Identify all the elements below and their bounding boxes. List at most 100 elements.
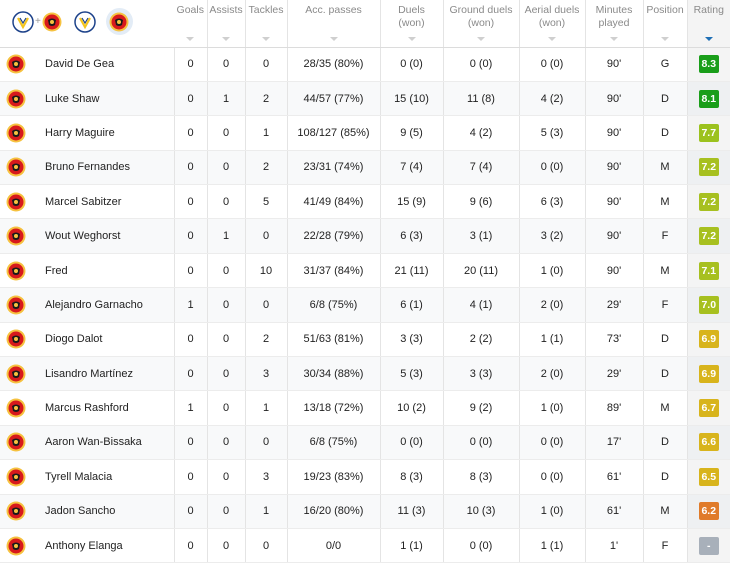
ground-duels-cell: 3 (1) <box>443 218 520 254</box>
minutes-cell: 61' <box>585 494 644 529</box>
man-utd-crest-icon <box>6 157 25 177</box>
rating-badge[interactable]: 6.9 <box>698 364 719 383</box>
player-name[interactable]: David De Gea <box>31 47 175 82</box>
assists-cell: 0 <box>207 528 246 564</box>
goals-cell: 0 <box>174 47 208 82</box>
aerial-duels-cell: 1 (0) <box>519 253 586 289</box>
player-row[interactable]: Diogo Dalot 0 0 2 51/63 (81%) 3 (3) 2 (2… <box>0 322 730 358</box>
column-header-passes[interactable]: Acc. passes <box>287 0 381 48</box>
ground-duels-cell: 7 (4) <box>443 150 520 186</box>
player-row[interactable]: Aaron Wan-Bissaka 0 0 0 6/8 (75%) 0 (0) … <box>0 425 730 461</box>
assists-cell: 0 <box>207 47 246 82</box>
player-row[interactable]: Jadon Sancho 0 0 1 16/20 (80%) 11 (3) 10… <box>0 494 730 529</box>
player-row[interactable]: Tyrell Malacia 0 0 3 19/23 (83%) 8 (3) 8… <box>0 459 730 495</box>
minutes-cell: 61' <box>585 459 644 495</box>
player-name[interactable]: Alejandro Garnacho <box>31 287 175 323</box>
passes-cell: 41/49 (84%) <box>287 184 381 220</box>
rating-cell: 7.7 <box>687 115 730 151</box>
player-name[interactable]: Marcus Rashford <box>31 390 175 426</box>
team-crest-cell <box>0 81 31 117</box>
duels-cell: 6 (3) <box>380 218 444 254</box>
man-utd-crest-icon <box>6 398 25 418</box>
player-name[interactable]: Jadon Sancho <box>31 494 175 529</box>
aerial-duels-cell: 2 (0) <box>519 287 586 323</box>
assists-cell: 0 <box>207 115 246 151</box>
ground-duels-cell: 0 (0) <box>443 425 520 461</box>
ground-duels-cell: 4 (2) <box>443 115 520 151</box>
player-name[interactable]: Anthony Elanga <box>31 528 175 564</box>
player-row[interactable]: Harry Maguire 0 0 1 108/127 (85%) 9 (5) … <box>0 115 730 151</box>
player-name[interactable]: Fred <box>31 253 175 289</box>
player-row[interactable]: Marcus Rashford 1 0 1 13/18 (72%) 10 (2)… <box>0 390 730 426</box>
rating-badge[interactable]: 6.9 <box>698 330 719 349</box>
man-utd-filter[interactable] <box>105 8 133 35</box>
minutes-cell: 90' <box>585 150 644 186</box>
both-teams-filter[interactable]: + <box>12 10 62 33</box>
column-header-tackles[interactable]: Tackles <box>245 0 288 48</box>
position-cell: M <box>643 494 688 529</box>
player-row[interactable]: Wout Weghorst 0 1 0 22/28 (79%) 6 (3) 3 … <box>0 218 730 254</box>
player-name[interactable]: Tyrell Malacia <box>31 459 175 495</box>
player-name[interactable]: Luke Shaw <box>31 81 175 117</box>
player-row[interactable]: Marcel Sabitzer 0 0 5 41/49 (84%) 15 (9)… <box>0 184 730 220</box>
assists-cell: 0 <box>207 287 246 323</box>
player-row[interactable]: Luke Shaw 0 1 2 44/57 (77%) 15 (10) 11 (… <box>0 81 730 117</box>
rating-cell: 8.1 <box>687 81 730 117</box>
column-header-aerial-duels[interactable]: Aerial duels (won) <box>519 0 586 48</box>
position-cell: D <box>643 322 688 358</box>
ground-duels-cell: 20 (11) <box>443 253 520 289</box>
rating-badge[interactable]: 6.7 <box>698 399 719 418</box>
column-header-ground-duels[interactable]: Ground duels (won) <box>443 0 520 48</box>
player-name[interactable]: Bruno Fernandes <box>31 150 175 186</box>
passes-cell: 16/20 (80%) <box>287 494 381 529</box>
rating-badge[interactable]: 7.7 <box>698 123 719 142</box>
sort-arrow-icon <box>610 36 618 41</box>
column-header-position[interactable]: Position <box>643 0 688 48</box>
minutes-cell: 29' <box>585 287 644 323</box>
rating-badge[interactable]: 7.1 <box>698 261 719 280</box>
player-row[interactable]: Bruno Fernandes 0 0 2 23/31 (74%) 7 (4) … <box>0 150 730 186</box>
rating-badge[interactable]: 8.3 <box>698 55 719 74</box>
player-row[interactable]: Alejandro Garnacho 1 0 0 6/8 (75%) 6 (1)… <box>0 287 730 323</box>
rating-badge[interactable]: 7.0 <box>698 295 719 314</box>
man-utd-crest-icon <box>6 54 25 74</box>
column-header-minutes[interactable]: Minutes played <box>585 0 644 48</box>
goals-cell: 0 <box>174 494 208 529</box>
goals-cell: 0 <box>174 81 208 117</box>
passes-cell: 28/35 (80%) <box>287 47 381 82</box>
tackles-cell: 1 <box>245 115 288 151</box>
team-crest-cell <box>0 287 31 323</box>
leeds-filter[interactable] <box>74 10 96 33</box>
rating-badge[interactable]: 7.2 <box>698 192 719 211</box>
rating-badge[interactable]: - <box>698 536 719 555</box>
player-name[interactable]: Harry Maguire <box>31 115 175 151</box>
man-utd-crest-icon <box>6 432 25 452</box>
rating-badge[interactable]: 7.2 <box>698 158 719 177</box>
player-name[interactable]: Lisandro Martínez <box>31 356 175 392</box>
player-name[interactable]: Marcel Sabitzer <box>31 184 175 220</box>
column-header-rating[interactable]: Rating <box>687 0 730 48</box>
player-name[interactable]: Aaron Wan-Bissaka <box>31 425 175 461</box>
player-name[interactable]: Wout Weghorst <box>31 218 175 254</box>
player-row[interactable]: David De Gea 0 0 0 28/35 (80%) 0 (0) 0 (… <box>0 47 730 82</box>
column-header-duels[interactable]: Duels (won) <box>380 0 444 48</box>
column-header-assists[interactable]: Assists <box>207 0 246 48</box>
aerial-duels-cell: 6 (3) <box>519 184 586 220</box>
rating-badge[interactable]: 6.6 <box>698 433 719 452</box>
column-header-goals[interactable]: Goals <box>174 0 208 48</box>
rating-cell: 7.1 <box>687 253 730 289</box>
passes-cell: 13/18 (72%) <box>287 390 381 426</box>
goals-cell: 1 <box>174 287 208 323</box>
rating-badge[interactable]: 6.5 <box>698 467 719 486</box>
player-row[interactable]: Fred 0 0 10 31/37 (84%) 21 (11) 20 (11) … <box>0 253 730 289</box>
rating-badge[interactable]: 6.2 <box>698 502 719 521</box>
man-utd-crest-icon <box>6 364 25 384</box>
rating-badge[interactable]: 8.1 <box>698 89 719 108</box>
tackles-cell: 2 <box>245 81 288 117</box>
passes-cell: 30/34 (88%) <box>287 356 381 392</box>
goals-cell: 0 <box>174 115 208 151</box>
player-name[interactable]: Diogo Dalot <box>31 322 175 358</box>
player-row[interactable]: Anthony Elanga 0 0 0 0/0 1 (1) 0 (0) 1 (… <box>0 528 730 564</box>
player-row[interactable]: Lisandro Martínez 0 0 3 30/34 (88%) 5 (3… <box>0 356 730 392</box>
rating-badge[interactable]: 7.2 <box>698 227 719 246</box>
